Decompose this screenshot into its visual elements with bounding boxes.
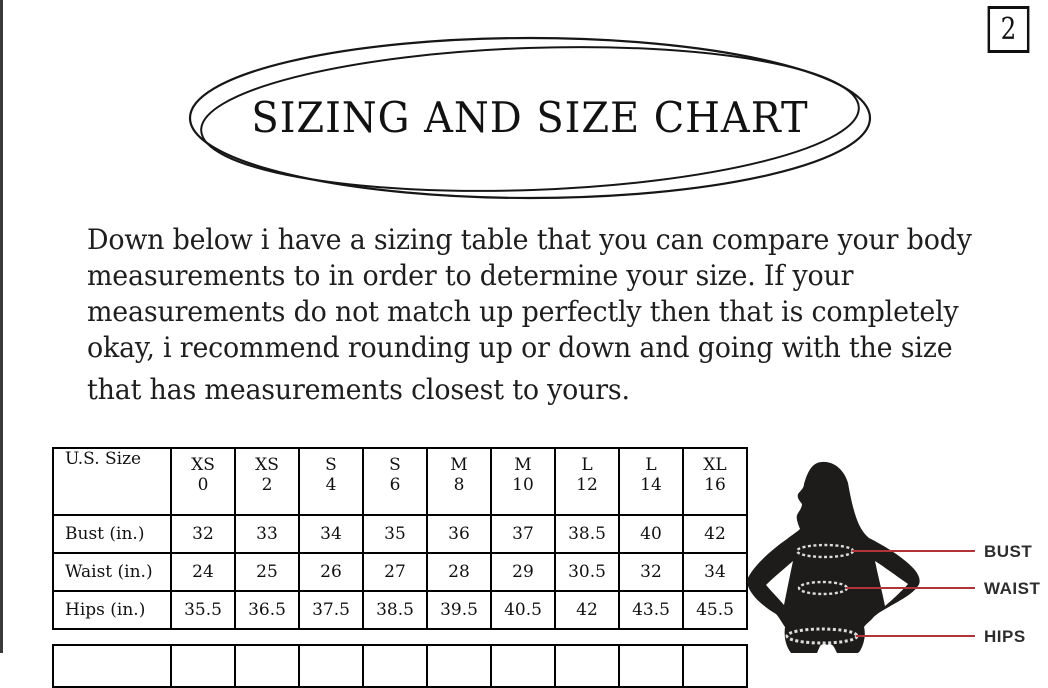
table-cell: 29: [490, 552, 556, 592]
table-cell: 40.5: [490, 590, 556, 630]
size-col-header: M 10: [490, 447, 556, 516]
table-cell: 33: [234, 514, 300, 554]
table-cell: 24: [170, 552, 236, 592]
body-silhouette: [747, 461, 920, 653]
intro-paragraph: Down below i have a sizing table that yo…: [87, 222, 972, 408]
size-col-header: L 14: [618, 447, 684, 516]
bust-label: BUST: [984, 542, 1033, 561]
table-cell: 34: [298, 514, 364, 554]
table-row-hips: Hips (in.) 35.5 36.5 37.5 38.5 39.5 40.5…: [52, 590, 748, 630]
table-cell: 42: [554, 590, 620, 630]
table-cell: 32: [618, 552, 684, 592]
intro-line: okay, i recommend rounding up or down an…: [87, 331, 953, 364]
intro-line: measurements to in order to determine yo…: [87, 259, 854, 292]
hips-label: HIPS: [984, 627, 1026, 646]
table-cell: 26: [298, 552, 364, 592]
size-col-header: XL 16: [682, 447, 748, 516]
size-col-header: L 12: [554, 447, 620, 516]
intro-line: that has measurements closest to yours.: [87, 373, 630, 406]
table-cell: 45.5: [682, 590, 748, 630]
row-label: Bust (in.): [52, 514, 172, 554]
table-cell: 36: [426, 514, 492, 554]
table-row-waist: Waist (in.) 24 25 26 27 28 29 30.5 32 34: [52, 552, 748, 592]
row-label: Waist (in.): [52, 552, 172, 592]
table-cell: 37: [490, 514, 556, 554]
body-silhouette-figure: [747, 461, 975, 653]
size-col-header: XS 0: [170, 447, 236, 516]
page-number-box: 2: [987, 6, 1030, 53]
table-cell: 27: [362, 552, 428, 592]
title-badge-ellipse: [188, 36, 872, 200]
size-col-header: XS 2: [234, 447, 300, 516]
table-cell: 35: [362, 514, 428, 554]
table-cell: 40: [618, 514, 684, 554]
table-cell: 36.5: [234, 590, 300, 630]
waist-label: WAIST: [984, 579, 1041, 598]
table-cell: 32: [170, 514, 236, 554]
row-label: Hips (in.): [52, 590, 172, 630]
table-cell: 39.5: [426, 590, 492, 630]
arm-gap-right: [875, 561, 908, 606]
table-cell: 38.5: [554, 514, 620, 554]
page-left-border: [0, 0, 3, 653]
table-cell: 25: [234, 552, 300, 592]
page-number: 2: [1000, 12, 1017, 47]
table-row-bust: Bust (in.) 32 33 34 35 36 37 38.5 40 42: [52, 514, 748, 554]
page-title: SIZING AND SIZE CHART: [251, 93, 809, 142]
table-cell: 35.5: [170, 590, 236, 630]
table-cell: 37.5: [298, 590, 364, 630]
table-cell: 38.5: [362, 590, 428, 630]
table-cell: 34: [682, 552, 748, 592]
table-cell: 43.5: [618, 590, 684, 630]
intro-line: measurements do not match up perfectly t…: [87, 295, 959, 328]
table-cell: 42: [682, 514, 748, 554]
second-table-cropped: [52, 644, 748, 688]
table-row: [52, 644, 748, 688]
table-cell: 30.5: [554, 552, 620, 592]
table-cell: 28: [426, 552, 492, 592]
arm-gap-left: [766, 561, 793, 605]
corner-header-cell: U.S. Size: [52, 447, 172, 516]
intro-line: Down below i have a sizing table that yo…: [87, 223, 972, 256]
